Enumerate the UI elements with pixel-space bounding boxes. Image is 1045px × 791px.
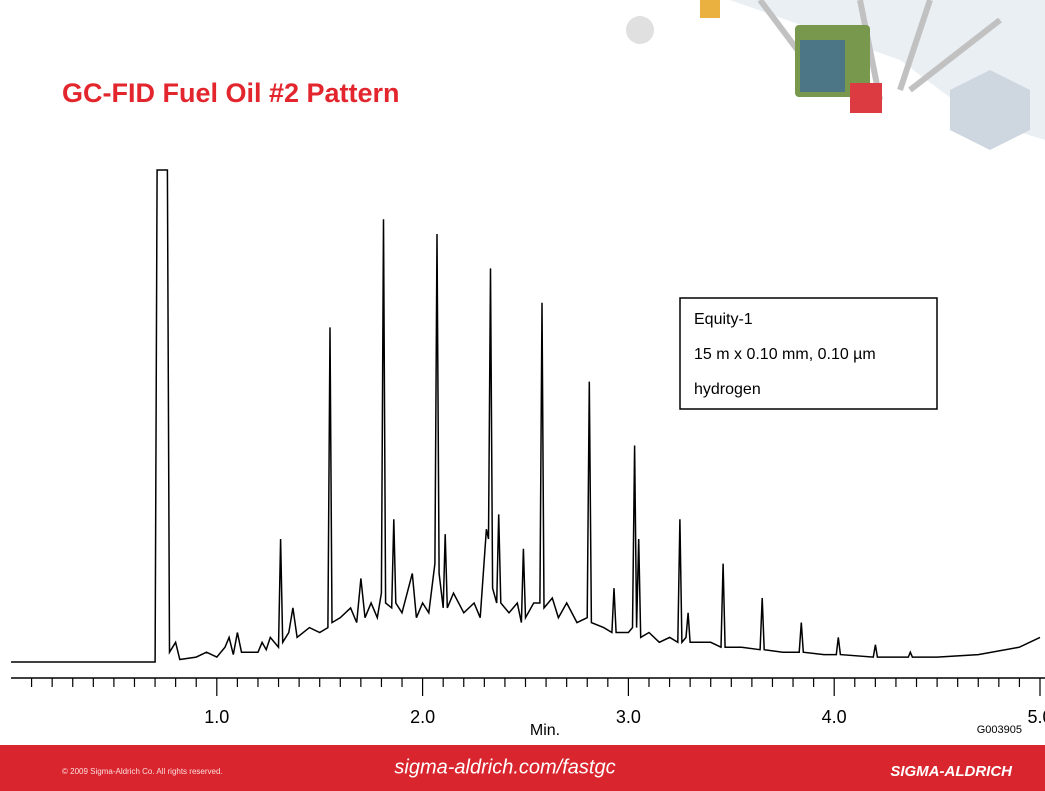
chart-title: GC-FID Fuel Oil #2 Pattern [62,78,400,108]
x-axis-label: Min. [530,722,560,739]
info-box [679,297,938,410]
footer-url: sigma-aldrich.com/fastgc [394,756,615,778]
copyright: © 2009 Sigma-Aldrich Co. All rights rese… [62,767,223,776]
x-tick-label: 5.0 [1027,707,1045,727]
x-tick-label: 3.0 [616,707,641,727]
x-tick-label: 4.0 [822,707,847,727]
header-art [626,0,1045,150]
x-tick-label: 2.0 [410,707,435,727]
footer-bar [0,745,1045,791]
info-line: hydrogen [694,381,761,398]
x-tick-label: 1.0 [204,707,229,727]
info-line: Equity-1 [694,311,753,328]
chromatogram-trace [11,169,1041,663]
info-line: 15 m x 0.10 mm, 0.10 µm [694,346,876,363]
brand: SIGMA-ALDRICH [890,763,1013,780]
figure-code: G003905 [977,724,1022,736]
